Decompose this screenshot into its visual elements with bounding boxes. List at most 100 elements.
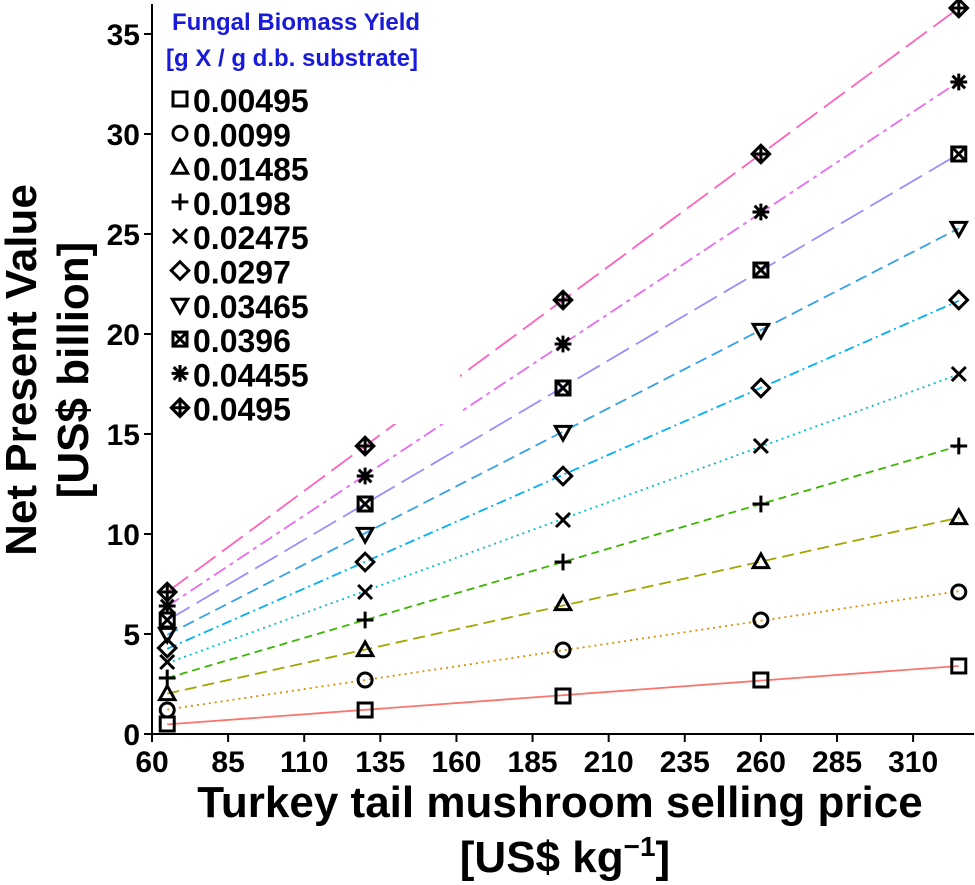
x-tick-label: 85 [211, 746, 244, 779]
series-line-0.0099 [167, 590, 959, 711]
data-point-circle [554, 641, 572, 659]
x-tick-label: 160 [431, 746, 481, 779]
data-point-cross [752, 437, 769, 455]
data-point-triangle-up [169, 156, 191, 175]
x-tick-label: 310 [888, 746, 938, 779]
data-point-diamond [947, 289, 970, 311]
x-tick-label: 285 [812, 746, 862, 779]
data-point-asterisk [554, 335, 572, 353]
x-axis-unit-exponent: −1 [624, 831, 656, 862]
x-tick-label: 210 [584, 746, 634, 779]
data-point-square [752, 671, 770, 689]
x-tick-label: 260 [736, 746, 786, 779]
data-point-cross [554, 511, 572, 529]
data-point-circle [171, 124, 189, 142]
data-point-triangle-up [156, 682, 178, 702]
data-point-circle [752, 611, 770, 629]
y-tick-label: 10 [107, 519, 140, 552]
y-tick-label: 15 [107, 419, 140, 452]
data-point-triangle-up [750, 550, 772, 570]
legend-item: 0.02475 [171, 220, 309, 256]
y-tick-label: 0 [123, 719, 140, 752]
x-axis-unit: [US$ kg−1] [460, 831, 670, 882]
data-point-diamond [169, 259, 191, 282]
series-line-0.0297 [166, 299, 960, 650]
data-point-triangle-down [169, 297, 191, 316]
series-line-0.01485 [167, 516, 959, 695]
x-axis-title: Turkey tail mushroom selling price [197, 778, 922, 827]
data-point-circle [356, 671, 374, 689]
data-point-triangle-down [750, 322, 772, 342]
data-point-diamond-plus [156, 581, 179, 603]
legend-item: 0.0198 [171, 186, 291, 222]
x-tick-label: 185 [508, 746, 558, 779]
data-point-triangle-down [948, 220, 970, 240]
y-axis-title-line2: [US$ billion] [49, 242, 98, 499]
y-tick-label: 20 [107, 319, 140, 352]
data-point-plus [752, 495, 770, 513]
data-point-triangle-down [552, 424, 574, 444]
x-ticks: 60 85 110 135 160 185 210 235 260 285 310 [135, 734, 938, 779]
legend-item: 0.04455 [171, 357, 309, 393]
data-point-diamond [156, 637, 179, 659]
x-axis-unit-suffix: ] [656, 833, 671, 882]
series-line-0.0198 [166, 445, 960, 679]
x-tick-label: 110 [280, 746, 328, 779]
legend-item: 0.01485 [169, 152, 309, 188]
data-point-plus [356, 611, 374, 629]
data-point-diamond-plus [552, 289, 574, 311]
data-point-circle [950, 583, 968, 601]
data-point-diamond [750, 377, 772, 399]
legend-label: 0.0198 [193, 186, 291, 222]
y-tick-label: 35 [107, 19, 140, 52]
data-point-cross [950, 365, 967, 383]
x-tick-label: 135 [355, 746, 405, 779]
data-point-diamond-plus [750, 143, 772, 165]
series-line-0.04455 [166, 80, 960, 608]
data-point-asterisk [752, 203, 770, 221]
data-point-triangle-up [948, 506, 970, 526]
data-point-plus [158, 669, 176, 687]
data-point-diamond [552, 465, 574, 487]
legend-item: 0.0099 [171, 117, 291, 153]
y-axis-title-line1: Net Present Value [0, 184, 46, 556]
data-point-plus [554, 553, 572, 571]
legend-item: 0.0495 [169, 392, 291, 428]
data-point-triangle-up [552, 592, 574, 612]
legend: Fungal Biomass Yield [g X / g d.b. subst… [160, 4, 460, 428]
y-tick-label: 25 [107, 219, 140, 252]
data-point-diamond-plus [354, 435, 376, 457]
legend-background [160, 4, 460, 424]
legend-label: 0.0396 [193, 323, 291, 359]
data-point-plus [171, 193, 189, 211]
data-point-diamond-plus [947, 0, 970, 19]
legend-title-line1: Fungal Biomass Yield [172, 9, 420, 36]
legend-label: 0.0297 [193, 255, 291, 291]
data-point-square [356, 701, 374, 719]
legend-label: 0.03465 [193, 289, 309, 325]
data-point-square-cross [950, 145, 968, 163]
data-point-square-cross [554, 379, 572, 397]
data-point-triangle-down [156, 626, 178, 646]
data-point-square-cross [356, 495, 374, 513]
data-point-diamond-plus [169, 396, 191, 419]
legend-item: 0.0297 [169, 255, 291, 291]
legend-label: 0.0099 [193, 117, 291, 153]
legend-title-line2: [g X / g d.b. substrate] [166, 45, 418, 72]
x-axis-unit-prefix: [US$ kg [460, 833, 624, 882]
legend-label: 0.02475 [193, 220, 309, 256]
data-point-plus [950, 437, 968, 455]
data-point-asterisk [356, 467, 374, 485]
data-point-cross [357, 583, 374, 601]
legend-label: 0.04455 [193, 357, 309, 393]
data-point-triangle-down [354, 526, 376, 546]
y-tick-label: 30 [107, 119, 140, 152]
data-point-cross [159, 653, 176, 671]
data-point-square-cross [171, 330, 189, 348]
legend-items: 0.004950.00990.014850.01980.024750.02970… [169, 83, 309, 428]
y-ticks: 0 5 10 15 20 25 30 35 [107, 19, 152, 752]
data-point-square-cross [158, 611, 176, 629]
data-point-asterisk [171, 365, 189, 382]
legend-label: 0.0495 [193, 392, 291, 428]
